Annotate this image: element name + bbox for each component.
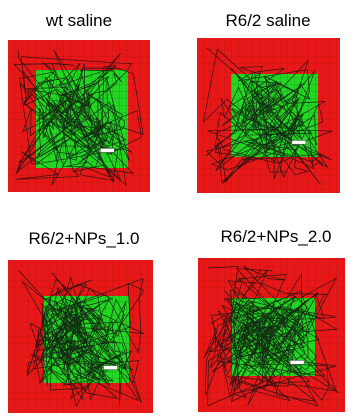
figure: wt saline R6/2 saline R6/2+NPs_1.0 R6/2+…: [0, 0, 358, 416]
panel-title: R6/2+NPs_1.0: [28, 229, 139, 248]
marker: [100, 148, 114, 152]
marker: [290, 360, 304, 364]
panel-title: wt saline: [45, 11, 112, 30]
marker: [104, 366, 118, 370]
panel-title: R6/2 saline: [225, 11, 310, 30]
marker: [292, 140, 306, 144]
panel-title: R6/2+NPs_2.0: [220, 227, 331, 246]
